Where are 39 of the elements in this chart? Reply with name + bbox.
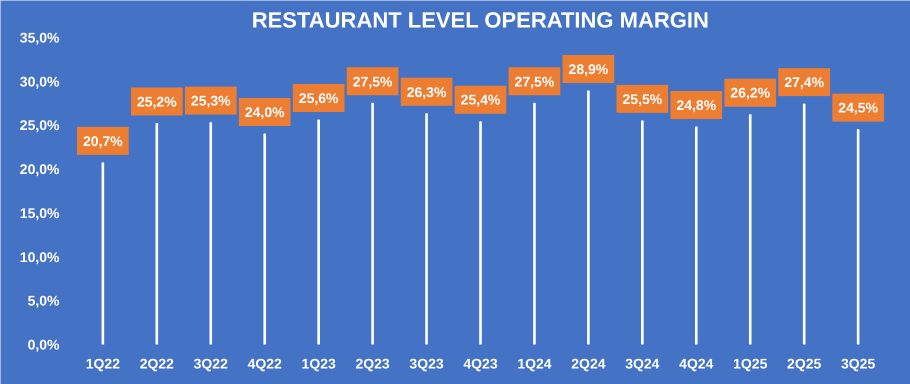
data-label: 25,6%	[298, 90, 340, 106]
data-label: 28,9%	[568, 61, 609, 78]
data-label: 20,7%	[83, 132, 124, 149]
x-tick-label: 3Q25	[841, 356, 876, 372]
x-tick-label: 4Q24	[679, 356, 714, 372]
x-tick-label: 1Q22	[86, 356, 120, 372]
y-tick-label: 35,0%	[20, 30, 60, 46]
x-tick-label: 4Q22	[248, 356, 282, 372]
x-tick-label: 3Q23	[409, 356, 444, 372]
data-label: 27,4%	[784, 74, 825, 90]
data-label: 27,5%	[514, 73, 555, 90]
data-label: 26,2%	[730, 84, 771, 101]
x-tick-label: 1Q23	[302, 356, 336, 372]
y-tick-label: 30,0%	[20, 73, 60, 90]
data-label: 24,0%	[244, 104, 286, 120]
data-label: 24,8%	[676, 96, 717, 113]
x-tick-label: 3Q22	[194, 356, 228, 372]
data-label: 24,5%	[838, 100, 879, 116]
y-tick-label: 20,0%	[20, 161, 60, 178]
y-tick-label: 0,0%	[28, 336, 60, 352]
data-label: 26,3%	[406, 84, 447, 100]
x-tick-label: 2Q24	[571, 356, 606, 372]
y-tick-label: 25,0%	[20, 117, 60, 134]
data-label: 25,3%	[190, 92, 232, 109]
y-tick-label: 15,0%	[20, 204, 60, 221]
x-tick-label: 2Q25	[787, 356, 822, 372]
x-tick-label: 2Q22	[140, 356, 174, 372]
x-tick-label: 1Q25	[733, 356, 768, 372]
data-label: 25,4%	[460, 92, 501, 108]
data-label: 25,5%	[622, 90, 663, 107]
chart-title: RESTAURANT LEVEL OPERATING MARGIN	[252, 8, 709, 32]
x-tick-label: 2Q23	[355, 356, 390, 372]
data-label: 27,5%	[352, 73, 394, 90]
x-tick-label: 3Q24	[625, 356, 660, 372]
x-tick-label: 1Q24	[517, 356, 552, 372]
y-tick-label: 5,0%	[28, 292, 60, 309]
data-label: 25,2%	[136, 93, 178, 110]
x-tick-label: 4Q23	[463, 356, 498, 372]
y-tick-label: 10,0%	[20, 248, 60, 265]
